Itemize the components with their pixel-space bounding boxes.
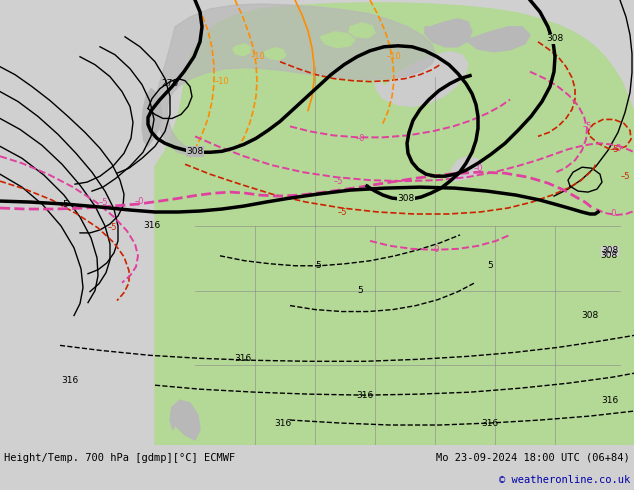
Text: 5: 5 [357,286,363,295]
Text: –5: –5 [609,145,619,154]
Text: 276: 276 [162,79,179,88]
Polygon shape [156,4,436,154]
Text: 5: 5 [315,261,321,270]
Text: 308: 308 [581,311,598,320]
Text: © weatheronline.co.uk: © weatheronline.co.uk [499,475,630,485]
Text: Mo 23-09-2024 18:00 UTC (06+84): Mo 23-09-2024 18:00 UTC (06+84) [436,453,630,463]
Polygon shape [170,400,200,440]
Polygon shape [450,156,482,181]
Text: 308: 308 [398,194,415,202]
Text: 316: 316 [235,354,252,363]
Polygon shape [425,19,472,47]
Text: 308: 308 [602,246,619,255]
Text: 316: 316 [143,221,160,230]
Polygon shape [468,27,530,52]
Polygon shape [0,0,634,445]
Text: –5: –5 [620,172,630,181]
Text: –5: –5 [98,197,108,207]
Text: –0: –0 [355,134,365,143]
Text: 316: 316 [481,418,498,427]
Text: –10: –10 [215,77,230,86]
Text: 316: 316 [602,395,619,405]
Polygon shape [375,52,468,106]
Text: –10: –10 [250,52,266,61]
Text: –5: –5 [582,122,592,131]
Text: 5: 5 [487,261,493,270]
Polygon shape [560,54,590,74]
Text: –5: –5 [333,177,343,186]
Polygon shape [233,44,250,56]
Text: 316: 316 [61,376,79,385]
Text: 5: 5 [62,199,68,209]
Text: –5: –5 [337,207,347,217]
Text: 316: 316 [356,391,373,400]
Text: –5: –5 [612,144,622,153]
Text: –0: –0 [473,164,482,172]
Text: 316: 316 [275,418,292,427]
Polygon shape [142,89,162,147]
Text: –5: –5 [107,223,117,232]
Text: –0: –0 [430,245,440,254]
Text: –0: –0 [134,196,144,206]
Polygon shape [349,23,375,38]
Text: –0: –0 [607,210,617,219]
Text: 308: 308 [186,147,204,156]
Text: 308: 308 [547,34,564,43]
Polygon shape [155,3,634,445]
Polygon shape [264,48,286,60]
Text: 308: 308 [600,251,618,260]
Polygon shape [320,32,355,48]
Text: Height/Temp. 700 hPa [gdmp][°C] ECMWF: Height/Temp. 700 hPa [gdmp][°C] ECMWF [4,453,235,463]
Text: –10: –10 [387,52,401,61]
